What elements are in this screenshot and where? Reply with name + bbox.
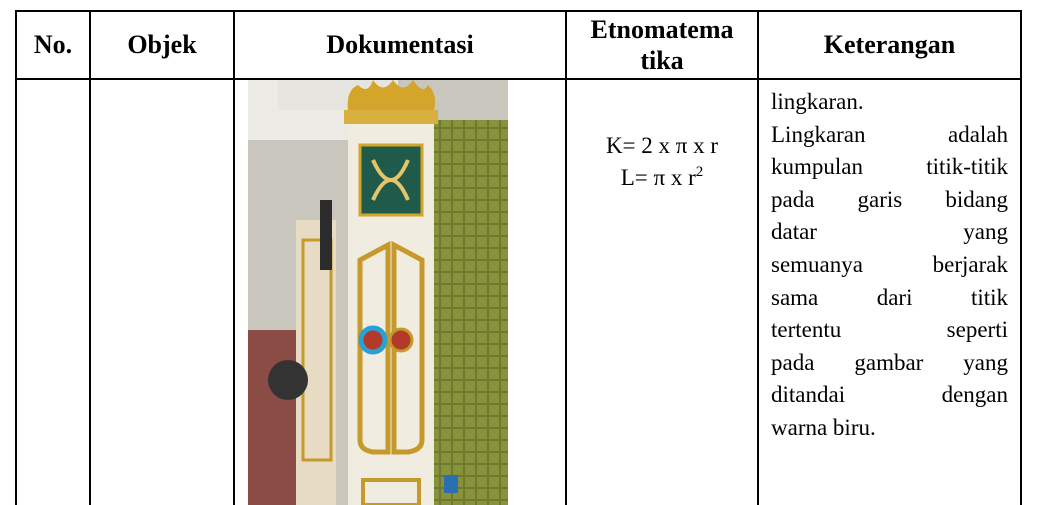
description-line: warna biru. bbox=[771, 414, 876, 440]
description: lingkaran. Lingkaran adalah kumpulan titik… bbox=[771, 86, 1008, 445]
table-border bbox=[15, 78, 1022, 80]
description-line: kumpulan titik-titik bbox=[771, 154, 1008, 180]
description-line: tertentu seperti bbox=[771, 317, 1008, 343]
formula-line: K= 2 x π x r bbox=[605, 133, 719, 158]
description-line: datar yang bbox=[771, 219, 1008, 245]
header-text: tika bbox=[640, 45, 684, 75]
formula-line: L= π x r2 bbox=[567, 162, 757, 194]
header-text: No. bbox=[33, 30, 73, 59]
header-cell: Objek bbox=[91, 10, 233, 79]
table-border bbox=[89, 10, 91, 505]
table-border bbox=[565, 10, 567, 505]
description-line: ditandai dengan bbox=[771, 382, 1008, 408]
formula-exponent: 2 bbox=[695, 164, 704, 180]
documentation-photo bbox=[248, 80, 508, 505]
header-cell: Dokumentasi bbox=[235, 10, 565, 79]
header-cell: No. bbox=[17, 10, 89, 79]
header-text: Dokumentasi bbox=[326, 30, 474, 59]
header-cell: Keterangan bbox=[759, 10, 1020, 79]
table-border bbox=[15, 10, 17, 505]
description-line: Lingkaran adalah bbox=[771, 121, 1008, 147]
header-text: Keterangan bbox=[823, 30, 956, 59]
table-border bbox=[15, 10, 1022, 12]
formula: K= 2 x π x r L= π x r2 bbox=[567, 130, 757, 194]
description-line: pada garis bidang bbox=[771, 186, 1008, 212]
header-text: Etnomatema bbox=[590, 14, 734, 44]
header-text: Objek bbox=[127, 30, 197, 59]
table-border bbox=[1020, 10, 1022, 505]
formula-text: L= π x r bbox=[620, 165, 696, 190]
description-line: pada gambar yang bbox=[771, 349, 1008, 375]
description-line: lingkaran. bbox=[771, 89, 864, 114]
description-line: semuanya berjarak bbox=[771, 251, 1008, 277]
table-border bbox=[233, 10, 235, 505]
header-cell: Etnomatema tika bbox=[567, 10, 757, 79]
table-border bbox=[757, 10, 759, 505]
description-line: sama dari titik bbox=[771, 284, 1008, 310]
